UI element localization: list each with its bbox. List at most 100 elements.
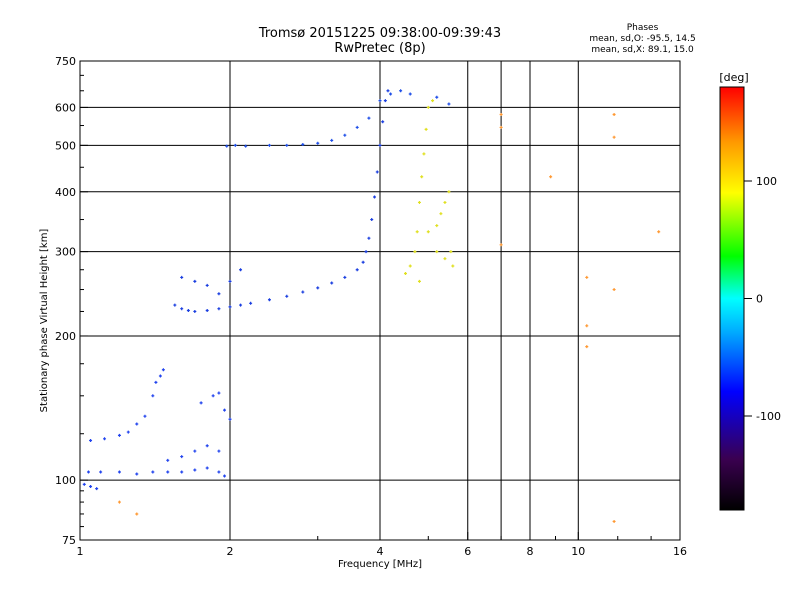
data-point xyxy=(389,92,393,96)
y-tick-label: 500 xyxy=(55,139,76,152)
data-point xyxy=(82,482,86,486)
data-point xyxy=(186,309,190,313)
data-point xyxy=(408,264,412,268)
data-point xyxy=(117,500,121,504)
x-axis-label: Frequency [MHz] xyxy=(338,559,422,570)
chart-title: Tromsø 20151225 09:38:00-09:39:43 RwPret… xyxy=(230,26,530,56)
data-point xyxy=(449,250,453,254)
data-point xyxy=(205,466,209,470)
data-point xyxy=(422,152,426,156)
data-point xyxy=(378,143,382,147)
data-point xyxy=(373,195,377,199)
data-point xyxy=(585,345,589,349)
data-point xyxy=(386,89,390,93)
data-point xyxy=(285,294,289,298)
data-point xyxy=(103,437,107,441)
data-point xyxy=(435,95,439,99)
data-point xyxy=(355,125,359,129)
data-point xyxy=(403,272,407,276)
data-point xyxy=(330,281,334,285)
data-point xyxy=(316,141,320,145)
data-point xyxy=(447,102,451,106)
data-point xyxy=(217,292,221,296)
data-point xyxy=(431,99,435,103)
grid-lines xyxy=(80,61,680,540)
x-tick-label: 8 xyxy=(527,545,534,558)
data-point xyxy=(135,422,139,426)
data-point xyxy=(89,439,93,442)
data-point xyxy=(499,125,503,129)
x-tick-label: 1 xyxy=(77,545,84,558)
y-tick-label: 300 xyxy=(55,246,76,259)
data-point xyxy=(217,307,221,311)
data-point xyxy=(205,444,209,448)
x-tick-label: 10 xyxy=(571,545,585,558)
colorbar-tick-label: 0 xyxy=(756,293,763,306)
data-point xyxy=(233,143,237,147)
data-point xyxy=(367,116,371,120)
data-point xyxy=(381,120,385,124)
data-point xyxy=(585,324,589,328)
data-point xyxy=(443,257,447,261)
x-tick-label: 16 xyxy=(673,545,687,558)
data-point xyxy=(244,144,248,148)
colorbar-tick-label: 100 xyxy=(756,175,777,188)
data-point xyxy=(426,230,430,234)
data-point xyxy=(375,170,379,174)
data-point xyxy=(585,275,589,279)
data-point xyxy=(223,474,227,478)
data-point xyxy=(211,394,215,398)
colorbar-tick-label: -100 xyxy=(756,410,781,423)
phase-summary-x: mean, sd,X: 89.1, 15.0 xyxy=(591,45,694,55)
data-point xyxy=(228,305,232,309)
data-point xyxy=(217,449,221,453)
axis-ticks: 1 2 4 6 8 10 16 75 100 200 300 400 500 600 750 xyxy=(55,55,687,558)
data-point xyxy=(225,144,229,148)
data-point xyxy=(117,433,121,437)
data-point xyxy=(435,250,439,254)
data-point xyxy=(355,268,359,272)
data-point xyxy=(435,224,439,228)
data-point xyxy=(154,380,158,384)
chart-title-line2: RwPretec (8p) xyxy=(334,41,426,56)
data-point xyxy=(612,135,616,139)
data-point xyxy=(166,470,170,474)
data-point xyxy=(143,414,147,418)
data-point xyxy=(367,236,371,240)
chart-title-line1: Tromsø 20151225 09:38:00-09:39:43 xyxy=(258,26,502,41)
data-point xyxy=(370,218,374,222)
data-point xyxy=(361,260,365,264)
data-point xyxy=(228,417,232,421)
data-point xyxy=(378,99,382,103)
data-point xyxy=(399,89,403,93)
data-point xyxy=(117,470,121,474)
data-point xyxy=(166,458,170,462)
data-point xyxy=(301,290,305,294)
data-point xyxy=(415,230,419,234)
data-point xyxy=(285,143,289,147)
data-point xyxy=(267,143,271,147)
data-point xyxy=(447,190,451,194)
data-point xyxy=(193,309,197,313)
data-point xyxy=(657,230,661,234)
data-point xyxy=(217,391,221,395)
phase-colorbar: [deg] 100 0 -100 xyxy=(719,71,781,511)
data-point xyxy=(217,470,221,474)
data-point xyxy=(199,401,203,405)
data-point xyxy=(86,470,90,474)
phase-summary-title: Phases xyxy=(626,23,659,33)
data-point xyxy=(95,487,99,491)
data-point xyxy=(173,303,177,307)
data-point xyxy=(408,92,412,96)
data-point xyxy=(451,264,455,268)
data-point xyxy=(239,303,243,307)
data-point xyxy=(443,200,447,204)
data-point xyxy=(135,472,139,476)
data-point xyxy=(205,283,209,287)
data-point xyxy=(239,268,243,272)
data-point xyxy=(180,275,184,279)
y-axis-label: Stationary phase Virtual Height [km] xyxy=(39,229,50,413)
x-tick-label: 4 xyxy=(377,545,384,558)
data-point xyxy=(180,307,184,311)
